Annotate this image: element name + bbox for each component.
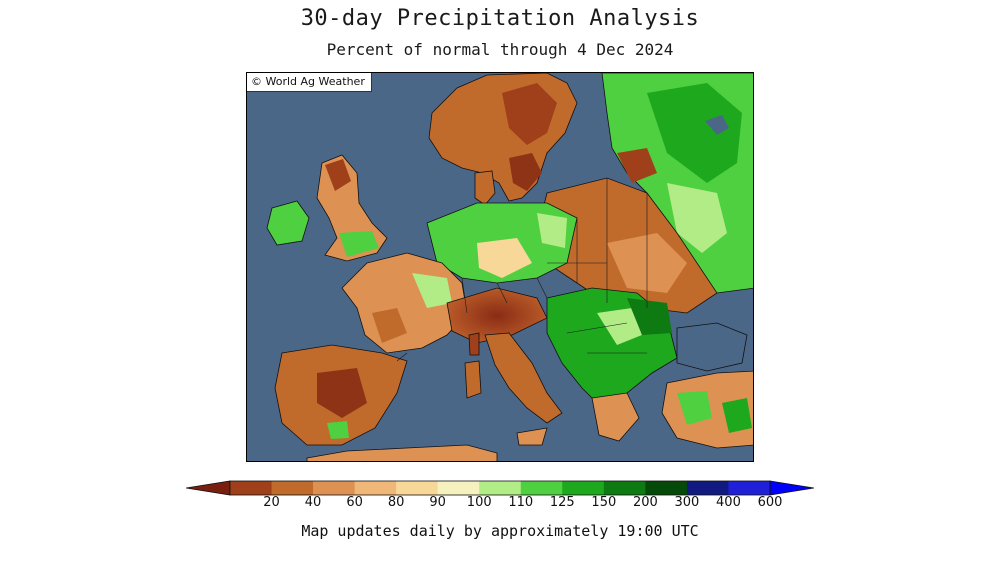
black-sea xyxy=(676,322,748,372)
legend-tick-label: 40 xyxy=(304,495,322,510)
country-borders xyxy=(396,178,648,362)
color-legend-bar xyxy=(186,480,814,496)
legend-low-arrow xyxy=(186,480,231,496)
baltic-dry-patch xyxy=(617,148,657,183)
legend-tick-label: 80 xyxy=(387,495,405,510)
france-dry-patch xyxy=(372,308,407,343)
turkey-wet-patch xyxy=(677,391,712,425)
legend-swatch xyxy=(603,481,646,495)
sardinia-land xyxy=(464,360,482,399)
legend-swatch xyxy=(437,481,480,495)
europe-map-svg xyxy=(247,73,753,461)
romania-wet-patch xyxy=(627,298,672,335)
legend-tick-label: 110 xyxy=(508,495,534,510)
france-wet-patch xyxy=(412,273,452,308)
map-subtitle: Percent of normal through 4 Dec 2024 xyxy=(326,40,674,59)
legend-swatch xyxy=(271,481,314,495)
precipitation-map: © World Ag Weather xyxy=(246,72,754,462)
map-title: 30-day Precipitation Analysis xyxy=(300,6,700,31)
denmark-land xyxy=(474,170,496,206)
corsica-land xyxy=(468,332,480,356)
sicily-land xyxy=(516,427,548,446)
legend-swatch xyxy=(520,481,563,495)
legend-swatch xyxy=(354,481,397,495)
north-africa-land xyxy=(306,444,498,461)
copyright-credit: © World Ag Weather xyxy=(247,73,372,92)
legend-swatch xyxy=(645,481,688,495)
iberia-wet-patch xyxy=(327,421,349,439)
greece-land xyxy=(591,392,640,442)
legend-swatch xyxy=(562,481,605,495)
legend-tick-label: 20 xyxy=(263,495,280,510)
legend-tick-label: 600 xyxy=(757,495,783,510)
legend-swatch xyxy=(230,481,273,495)
legend-tick-label: 125 xyxy=(549,495,575,510)
legend-swatch xyxy=(313,481,356,495)
italy-land xyxy=(484,332,563,424)
iberia-dry-core xyxy=(317,368,367,418)
scotland-dry-patch xyxy=(325,159,351,191)
russia-wet-core xyxy=(647,83,742,183)
legend-swatch xyxy=(686,481,729,495)
legend-swatch xyxy=(479,481,522,495)
russia-pale-patch xyxy=(667,183,727,253)
alps-italy-north xyxy=(446,287,548,344)
ireland-land xyxy=(266,200,310,246)
balkans-pale-patch xyxy=(597,308,642,345)
turkey-wet-patch-2 xyxy=(722,398,752,433)
legend-tick-label: 400 xyxy=(716,495,741,510)
legend-high-arrow xyxy=(769,480,814,496)
legend-tick-label: 60 xyxy=(346,495,363,510)
legend-swatch xyxy=(728,481,771,495)
england-wet-patch xyxy=(339,231,379,257)
legend-tick-label: 200 xyxy=(632,495,658,510)
lake-ladoga xyxy=(705,115,729,135)
scandinavia-dry-core xyxy=(502,83,557,145)
legend-tick-label: 90 xyxy=(429,495,446,510)
legend-tick-label: 150 xyxy=(591,495,617,510)
legend-tick-label: 100 xyxy=(466,495,492,510)
update-note: Map updates daily by approximately 19:00… xyxy=(301,522,699,540)
legend-tick-label: 300 xyxy=(674,495,700,510)
poland-pale-patch xyxy=(537,213,567,248)
germany-pale-patch xyxy=(477,238,532,278)
legend-outline xyxy=(229,480,771,496)
sweden-south-dry xyxy=(509,153,542,191)
legend-swatch xyxy=(396,481,439,495)
